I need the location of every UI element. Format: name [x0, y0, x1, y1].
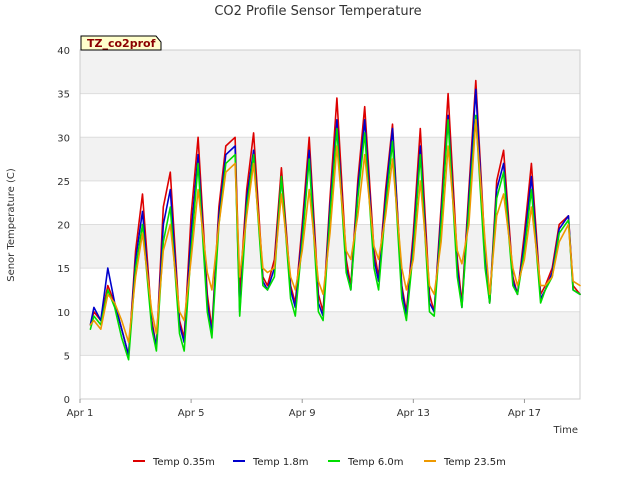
tz-badge: TZ_co2prof [80, 35, 162, 51]
series-line-temp-0-35m [89, 79, 581, 357]
x-tick-label: Apr 17 [508, 408, 541, 419]
background-band [80, 93, 580, 138]
chart-title: CO2 Profile Sensor Temperature [214, 4, 421, 19]
x-tick-label: Apr 13 [397, 408, 430, 419]
y-tick-label: 10 [57, 308, 70, 319]
y-tick-label: 20 [57, 221, 70, 232]
legend-label: Temp 23.5m [443, 457, 506, 468]
y-tick-label: 40 [57, 46, 70, 57]
x-axis-ticks: Apr 1 Apr 5 Apr 9 Apr 13 Apr 17 [67, 399, 541, 419]
background-band [80, 137, 580, 181]
y-tick-label: 0 [64, 395, 70, 406]
series-line-temp-6-0m [89, 114, 581, 361]
y-tick-label: 30 [57, 133, 70, 144]
background-band [80, 268, 580, 312]
legend-label: Temp 1.8m [252, 457, 308, 468]
y-tick-label: 15 [57, 264, 70, 275]
background-band [80, 50, 580, 94]
background-band [80, 311, 580, 356]
badge-label: TZ_co2prof [87, 37, 156, 50]
y-tick-label: 35 [57, 90, 70, 101]
legend-label: Temp 0.35m [152, 457, 215, 468]
y-axis-title: Senor Temperature (C) [6, 168, 17, 282]
x-axis-title: Time [553, 425, 578, 436]
badge-box [80, 35, 162, 51]
plot-frame [79, 49, 581, 400]
background-band [80, 355, 580, 399]
legend-label: Temp 6.0m [347, 457, 403, 468]
x-tick-label: Apr 5 [178, 408, 205, 419]
y-tick-label: 5 [64, 351, 70, 362]
series-line-temp-23-5m [89, 119, 581, 344]
legend: Temp 0.35m Temp 1.8m Temp 6.0m Temp 23.5m [133, 457, 506, 468]
x-tick-label: Apr 1 [67, 408, 94, 419]
y-tick-label: 25 [57, 177, 70, 188]
x-tick-label: Apr 9 [289, 408, 316, 419]
y-axis-ticks: 0 5 10 15 20 25 30 35 40 [57, 46, 70, 406]
series-lines [89, 79, 581, 361]
